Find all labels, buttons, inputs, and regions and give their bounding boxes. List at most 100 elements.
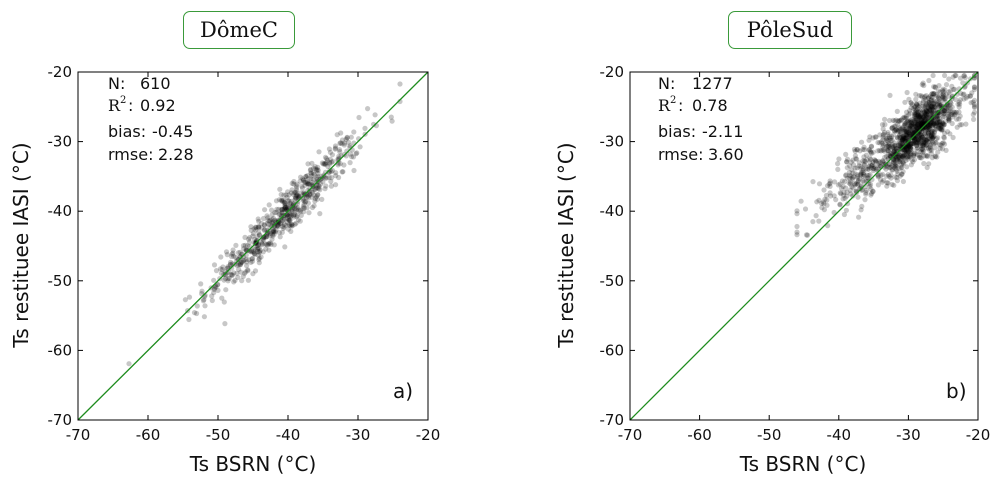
data-point [890,153,896,159]
data-point [288,190,294,196]
data-point [909,141,915,147]
data-point [297,218,303,224]
data-point [286,217,292,223]
data-point [943,118,949,124]
data-point [906,144,912,150]
data-point [875,148,881,154]
data-point [922,111,928,117]
data-point [952,86,958,92]
data-point [245,277,251,283]
data-point [859,203,865,209]
data-point [884,147,890,153]
data-point [864,157,870,163]
data-point [907,143,913,149]
data-point [902,115,908,121]
data-point [899,154,906,160]
data-point [894,174,900,181]
data-point [854,147,860,153]
data-point [848,191,854,197]
data-point [881,164,887,170]
data-point [968,100,974,106]
data-point [889,163,895,169]
plot-frame [629,71,979,421]
data-point [794,223,800,230]
data-point [918,124,924,130]
data-point [928,97,934,103]
data-point [866,173,872,179]
data-point [890,117,896,123]
data-point [301,201,307,207]
data-point [901,135,907,141]
data-point [282,203,288,209]
data-point [901,149,907,155]
data-point [927,144,933,150]
data-point [923,137,929,143]
data-point [836,156,842,162]
data-point [308,176,314,182]
data-point [270,215,277,221]
data-point [901,137,907,143]
data-point [921,142,927,148]
chart-title: PôleSud [728,11,852,49]
data-point [920,147,926,153]
data-point [914,133,920,139]
data-point [938,126,944,132]
data-point [895,142,901,148]
data-point [897,128,903,134]
data-point [940,97,946,103]
data-point [925,139,931,145]
data-point [928,104,934,110]
data-point [882,154,888,160]
data-point [837,201,843,207]
data-point [891,182,897,188]
data-point [886,141,893,147]
data-point [922,104,928,110]
data-point [927,112,933,118]
data-point [918,117,924,123]
data-point [255,224,261,230]
data-point [923,110,929,117]
data-point [302,179,309,185]
data-point [914,122,921,128]
data-point [893,145,899,151]
data-point [940,92,947,98]
data-point [241,257,247,263]
data-point [913,133,919,139]
y-tick-label: -30 [48,133,73,151]
data-point [260,249,266,255]
data-point [261,227,267,233]
data-point [891,123,897,130]
data-point [333,182,339,188]
data-point [258,220,265,227]
data-point [256,249,262,255]
data-point [920,118,927,124]
data-point [308,166,314,172]
data-point [917,132,923,138]
data-point [936,122,942,128]
data-point [911,141,917,147]
data-point [281,192,287,198]
data-point [935,118,941,124]
data-point [202,292,208,298]
data-point [900,160,906,166]
data-point [911,151,917,157]
data-point [926,125,932,132]
data-point [895,171,901,177]
data-point [867,148,874,154]
data-point [300,176,306,182]
data-point [875,174,881,180]
data-point [918,114,924,121]
data-point [901,127,907,133]
data-point [933,136,939,142]
data-point [918,117,924,123]
data-point [279,210,285,216]
data-point [928,129,935,135]
data-point [940,120,946,126]
data-point [327,156,333,162]
data-point [939,93,945,99]
data-point [930,104,936,110]
data-point [843,207,849,213]
data-point [931,91,937,97]
data-point [827,183,833,189]
data-point [319,160,325,166]
